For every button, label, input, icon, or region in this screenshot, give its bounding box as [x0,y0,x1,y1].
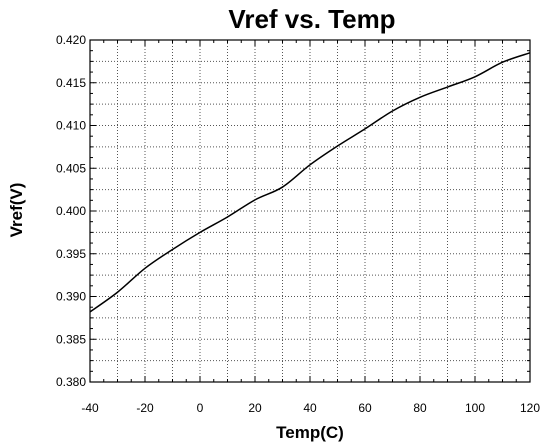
x-tick-label: -20 [136,401,154,415]
y-tick-label: 0.380 [56,375,86,389]
y-tick-label: 0.415 [56,76,86,90]
y-tick-label: 0.410 [56,119,86,133]
x-axis-label: Temp(C) [276,423,344,442]
y-tick-label: 0.420 [56,33,86,47]
x-tick-label: 120 [520,401,540,415]
y-tick-label: 0.385 [56,332,86,346]
x-tick-labels: -40 -20 0 20 40 60 80 100 120 [81,401,540,415]
y-tick-labels: 0.380 0.385 0.390 0.395 0.400 0.405 0.410 0.415… [56,33,86,389]
plot-frame [89,39,531,383]
x-tick-label: 20 [248,401,262,415]
y-tick-label: 0.400 [56,204,86,218]
x-tick-label: 60 [358,401,372,415]
y-tick-label: 0.395 [56,247,86,261]
x-tick-label: 40 [303,401,317,415]
x-tick-label: 80 [413,401,427,415]
chart-title: Vref vs. Temp [228,4,395,34]
y-tick-label: 0.405 [56,161,86,175]
y-axis-label: Vref(V) [7,183,26,238]
x-tick-label: 0 [197,401,204,415]
x-tick-label: 100 [465,401,485,415]
vref-curve [89,52,531,313]
grid-lines [90,40,530,382]
x-tick-label: -40 [81,401,99,415]
y-tick-label: 0.390 [56,290,86,304]
